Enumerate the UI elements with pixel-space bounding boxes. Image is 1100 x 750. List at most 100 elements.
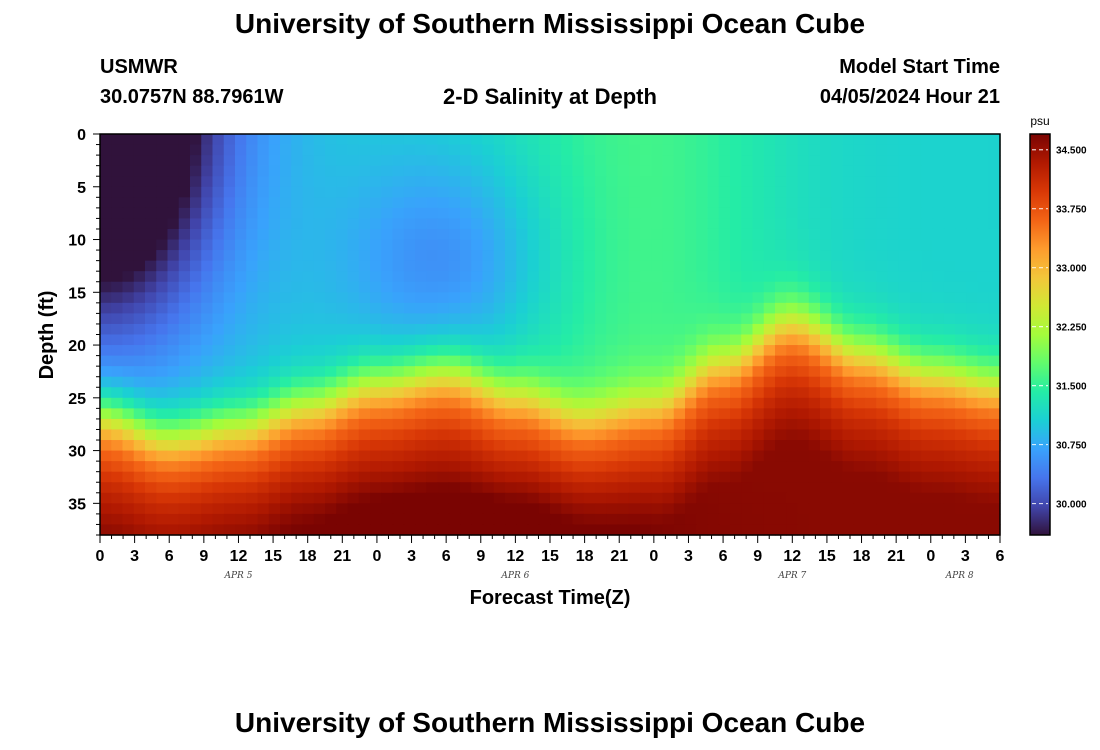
heatmap-cell: [741, 524, 754, 536]
heatmap-cell: [291, 450, 304, 462]
heatmap-cell: [808, 471, 821, 483]
heatmap-cell: [910, 218, 922, 230]
heatmap-cell: [291, 292, 304, 304]
heatmap-cell: [291, 418, 304, 431]
heatmap-cell: [977, 450, 990, 462]
heatmap-cell: [617, 228, 630, 241]
heatmap-cell: [235, 239, 247, 251]
heatmap-cell: [280, 228, 292, 241]
heatmap-cell: [223, 482, 236, 494]
heatmap-cell: [122, 503, 135, 515]
heatmap-cell: [651, 271, 664, 283]
heatmap-cell: [966, 461, 979, 473]
heatmap-cell: [842, 440, 855, 452]
heatmap-cell: [527, 397, 540, 409]
heatmap-cell: [223, 323, 236, 336]
heatmap-cell: [336, 408, 349, 420]
heatmap-cell: [336, 155, 349, 167]
heatmap-cell: [223, 503, 236, 515]
heatmap-cell: [313, 218, 326, 230]
heatmap-cell: [988, 366, 1001, 378]
heatmap-cell: [370, 186, 382, 198]
heatmap-cell: [415, 239, 427, 251]
heatmap-cell: [538, 461, 551, 473]
heatmap-cell: [145, 292, 157, 304]
heatmap-cell: [156, 144, 169, 156]
heatmap-cell: [898, 271, 911, 283]
heatmap-cell: [167, 313, 180, 325]
heatmap-cell: [212, 281, 225, 293]
heatmap-cell: [527, 418, 540, 431]
heatmap-cell: [313, 345, 326, 357]
heatmap-cell: [932, 197, 945, 209]
heatmap-cell: [741, 302, 754, 314]
heatmap-cell: [538, 176, 551, 188]
heatmap-cell: [583, 366, 596, 378]
heatmap-cell: [235, 345, 247, 357]
heatmap-cell: [268, 524, 281, 536]
heatmap-cell: [358, 155, 371, 167]
heatmap-cell: [786, 513, 799, 526]
heatmap-cell: [358, 387, 371, 399]
heatmap-cell: [268, 503, 281, 515]
heatmap-cell: [358, 218, 371, 230]
heatmap-cell: [640, 144, 652, 156]
heatmap-cell: [628, 461, 641, 473]
heatmap-cell: [111, 302, 124, 314]
heatmap-cell: [831, 186, 844, 198]
heatmap-cell: [156, 218, 169, 230]
heatmap-cell: [887, 228, 900, 241]
heatmap-cell: [550, 524, 562, 536]
heatmap-cell: [865, 376, 877, 388]
heatmap-cell: [167, 524, 180, 536]
heatmap-cell: [437, 207, 450, 220]
heatmap-cell: [358, 450, 371, 462]
heatmap-cell: [482, 366, 495, 378]
heatmap-cell: [561, 440, 574, 452]
station-coordinates: 30.0757N 88.7961W: [100, 86, 284, 108]
heatmap-cell: [212, 355, 225, 367]
heatmap-cell: [842, 418, 855, 431]
heatmap-cell: [527, 228, 540, 241]
heatmap-cell: [673, 418, 686, 431]
heatmap-cell: [898, 281, 911, 293]
heatmap-cell: [808, 302, 821, 314]
heatmap-cell: [898, 197, 911, 209]
heatmap-cell: [460, 376, 472, 388]
heatmap-cell: [133, 513, 146, 526]
heatmap-cell: [178, 239, 191, 251]
heatmap-cell: [876, 134, 889, 146]
heatmap-cell: [460, 313, 472, 325]
heatmap-cell: [415, 207, 427, 220]
heatmap-cell: [707, 334, 720, 346]
heatmap-cell: [966, 313, 979, 325]
heatmap-cell: [730, 492, 742, 504]
heatmap-cell: [730, 397, 742, 409]
heatmap-cell: [381, 176, 394, 188]
heatmap-cell: [313, 313, 326, 325]
heatmap-cell: [786, 345, 799, 357]
heatmap-cell: [685, 376, 697, 388]
heatmap-cell: [988, 281, 1001, 293]
heatmap-cell: [865, 355, 877, 367]
heatmap-cell: [505, 355, 517, 367]
heatmap-cell: [460, 292, 472, 304]
heatmap-cell: [943, 260, 956, 272]
heatmap-cell: [887, 260, 900, 272]
heatmap-cell: [505, 492, 517, 504]
heatmap-cell: [673, 513, 686, 526]
heatmap-cell: [898, 366, 911, 378]
heatmap-cell: [358, 207, 371, 220]
heatmap-cell: [246, 376, 259, 388]
heatmap-cell: [482, 207, 495, 220]
heatmap-cell: [842, 218, 855, 230]
heatmap-cell: [235, 165, 247, 177]
heatmap-cell: [358, 408, 371, 420]
heatmap-cell: [966, 144, 979, 156]
heatmap-cell: [831, 355, 844, 367]
heatmap-cell: [775, 207, 787, 220]
heatmap-cell: [606, 165, 619, 177]
heatmap-cell: [730, 524, 742, 536]
heatmap-cell: [707, 471, 720, 483]
heatmap-cell: [628, 503, 641, 515]
